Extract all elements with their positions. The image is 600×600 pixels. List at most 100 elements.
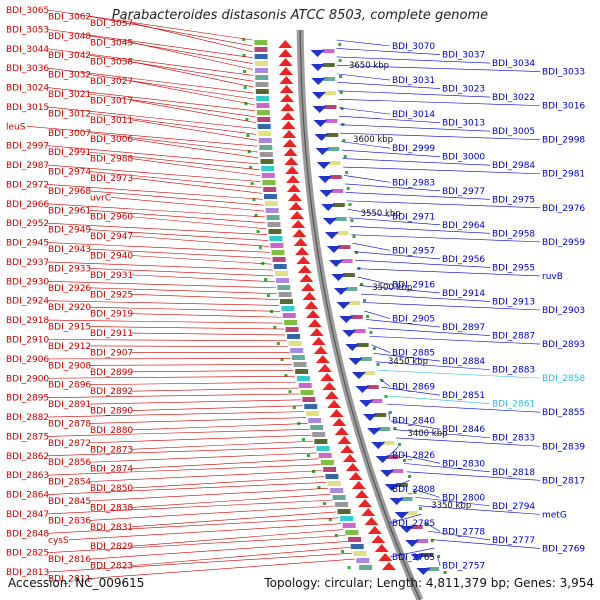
gene-leader-right xyxy=(427,530,491,541)
forward-gene-arrow xyxy=(296,256,311,264)
tick-dot-left xyxy=(317,486,321,489)
reverse-gene-arrow xyxy=(371,442,386,449)
gene-label-left: BDI_2872 xyxy=(48,439,91,449)
gene-leader-left xyxy=(131,405,303,411)
scale-label: 3500 kbp xyxy=(372,283,412,293)
gene-label-left: BDI_2816 xyxy=(48,555,91,565)
gene-leader-left xyxy=(47,281,276,289)
gene-leader-right xyxy=(403,463,491,473)
gene-leader-right xyxy=(356,268,541,277)
reverse-gene-arrow xyxy=(375,456,390,463)
feature-block-left xyxy=(318,453,332,458)
gene-label-left: BDI_2960 xyxy=(90,213,133,223)
gene-label-left: BDI_2880 xyxy=(90,426,133,436)
reverse-gene-arrow xyxy=(351,372,366,379)
gene-label-left: BDI_2968 xyxy=(48,187,91,197)
forward-gene-arrow xyxy=(278,67,293,75)
tick-dot-right xyxy=(341,123,345,126)
tick-dot-left xyxy=(246,134,250,137)
scale-label: 3400 kbp xyxy=(407,429,447,439)
reverse-gene-arrow xyxy=(384,484,399,491)
tick-dot-left xyxy=(341,550,345,553)
tick-dot-left xyxy=(302,438,306,441)
forward-gene-arrow xyxy=(278,58,293,66)
reverse-gene-arrow xyxy=(315,148,330,155)
gene-leader-left xyxy=(89,268,274,277)
gene-label-left: BDI_3045 xyxy=(90,38,133,48)
gene-label-right: BDI_2903 xyxy=(542,306,585,316)
forward-gene-arrow xyxy=(280,94,295,102)
gene-label-left: BDI_2813 xyxy=(6,568,49,578)
tick-dot-right xyxy=(443,571,447,574)
gene-leader-right xyxy=(396,437,541,447)
feature-block-left xyxy=(359,565,373,570)
gene-label-right: BDI_3023 xyxy=(442,85,485,95)
gene-label-right: BDI_2984 xyxy=(492,161,535,171)
tick-dot-right xyxy=(419,507,423,510)
reverse-gene-arrow xyxy=(321,204,336,211)
gene-leader-left xyxy=(47,261,273,271)
feature-block-right xyxy=(331,189,344,193)
feature-block-left xyxy=(270,243,284,248)
gene-label-left: BDI_2908 xyxy=(48,361,91,371)
gene-label-left: BDI_2825 xyxy=(6,549,49,559)
gene-leader-right xyxy=(365,319,441,328)
gene-leader-right xyxy=(359,285,441,294)
forward-gene-arrow xyxy=(337,436,352,444)
feature-block-left xyxy=(277,285,291,290)
scale-label: 3350 kbp xyxy=(431,501,471,511)
feature-block-left xyxy=(263,187,277,192)
gene-label-right: BDI_3022 xyxy=(492,93,535,103)
gene-leader-left xyxy=(47,145,259,165)
gene-leader-left xyxy=(89,558,355,579)
feature-block-right xyxy=(336,231,349,235)
gene-leader-right xyxy=(336,48,441,55)
tick-dot-right xyxy=(424,523,428,526)
gene-leader-right xyxy=(389,446,399,455)
gene-label-right: BDI_3016 xyxy=(542,102,585,112)
forward-gene-arrow xyxy=(283,148,298,156)
gene-leader-left xyxy=(47,517,339,534)
gene-leader-left xyxy=(89,434,312,444)
tick-dot-right xyxy=(376,363,380,366)
tick-dot-left xyxy=(250,182,254,185)
tick-dot-left xyxy=(328,518,332,521)
tick-dot-left xyxy=(334,534,338,537)
feature-block-left xyxy=(255,75,269,80)
gene-leader-left xyxy=(110,197,265,212)
gene-leader-left xyxy=(89,171,262,188)
tick-dot-right xyxy=(413,491,417,494)
gene-leader-left xyxy=(47,9,253,41)
tick-dot-left xyxy=(312,470,316,473)
feature-block-left xyxy=(258,131,272,136)
gene-leader-left xyxy=(131,458,319,470)
feature-block-left xyxy=(265,208,279,213)
tick-dot-left xyxy=(292,406,296,409)
reverse-gene-arrow xyxy=(394,512,409,519)
feature-block-left xyxy=(304,404,318,409)
tick-dot-left xyxy=(323,502,327,505)
feature-block-right xyxy=(322,49,335,53)
gene-leader-left xyxy=(131,42,254,70)
feature-block-right xyxy=(340,259,353,263)
feature-block-left xyxy=(356,558,370,563)
gene-label-left: BDI_2899 xyxy=(90,368,133,378)
feature-block-left xyxy=(353,551,367,556)
accession-text: Accession: NC_009615 xyxy=(8,576,145,590)
gene-leader-left xyxy=(26,125,258,147)
tick-dot-right xyxy=(350,219,354,222)
feature-block-right xyxy=(325,119,338,123)
gene-label-left: BDI_2906 xyxy=(6,355,49,365)
feature-block-left xyxy=(340,516,354,521)
tick-dot-left xyxy=(266,294,270,297)
feature-block-right xyxy=(350,315,363,319)
gene-leader-right xyxy=(437,556,441,566)
gene-leader-right xyxy=(364,310,391,319)
feature-block-right xyxy=(328,161,341,165)
gene-leader-left xyxy=(131,547,351,566)
gene-label-right: BDI_2869 xyxy=(392,383,435,393)
gene-leader-right xyxy=(389,547,435,558)
gene-label-right: BDI_2765 xyxy=(392,553,435,563)
gene-leader-right xyxy=(348,217,441,226)
feature-block-left xyxy=(312,432,326,437)
